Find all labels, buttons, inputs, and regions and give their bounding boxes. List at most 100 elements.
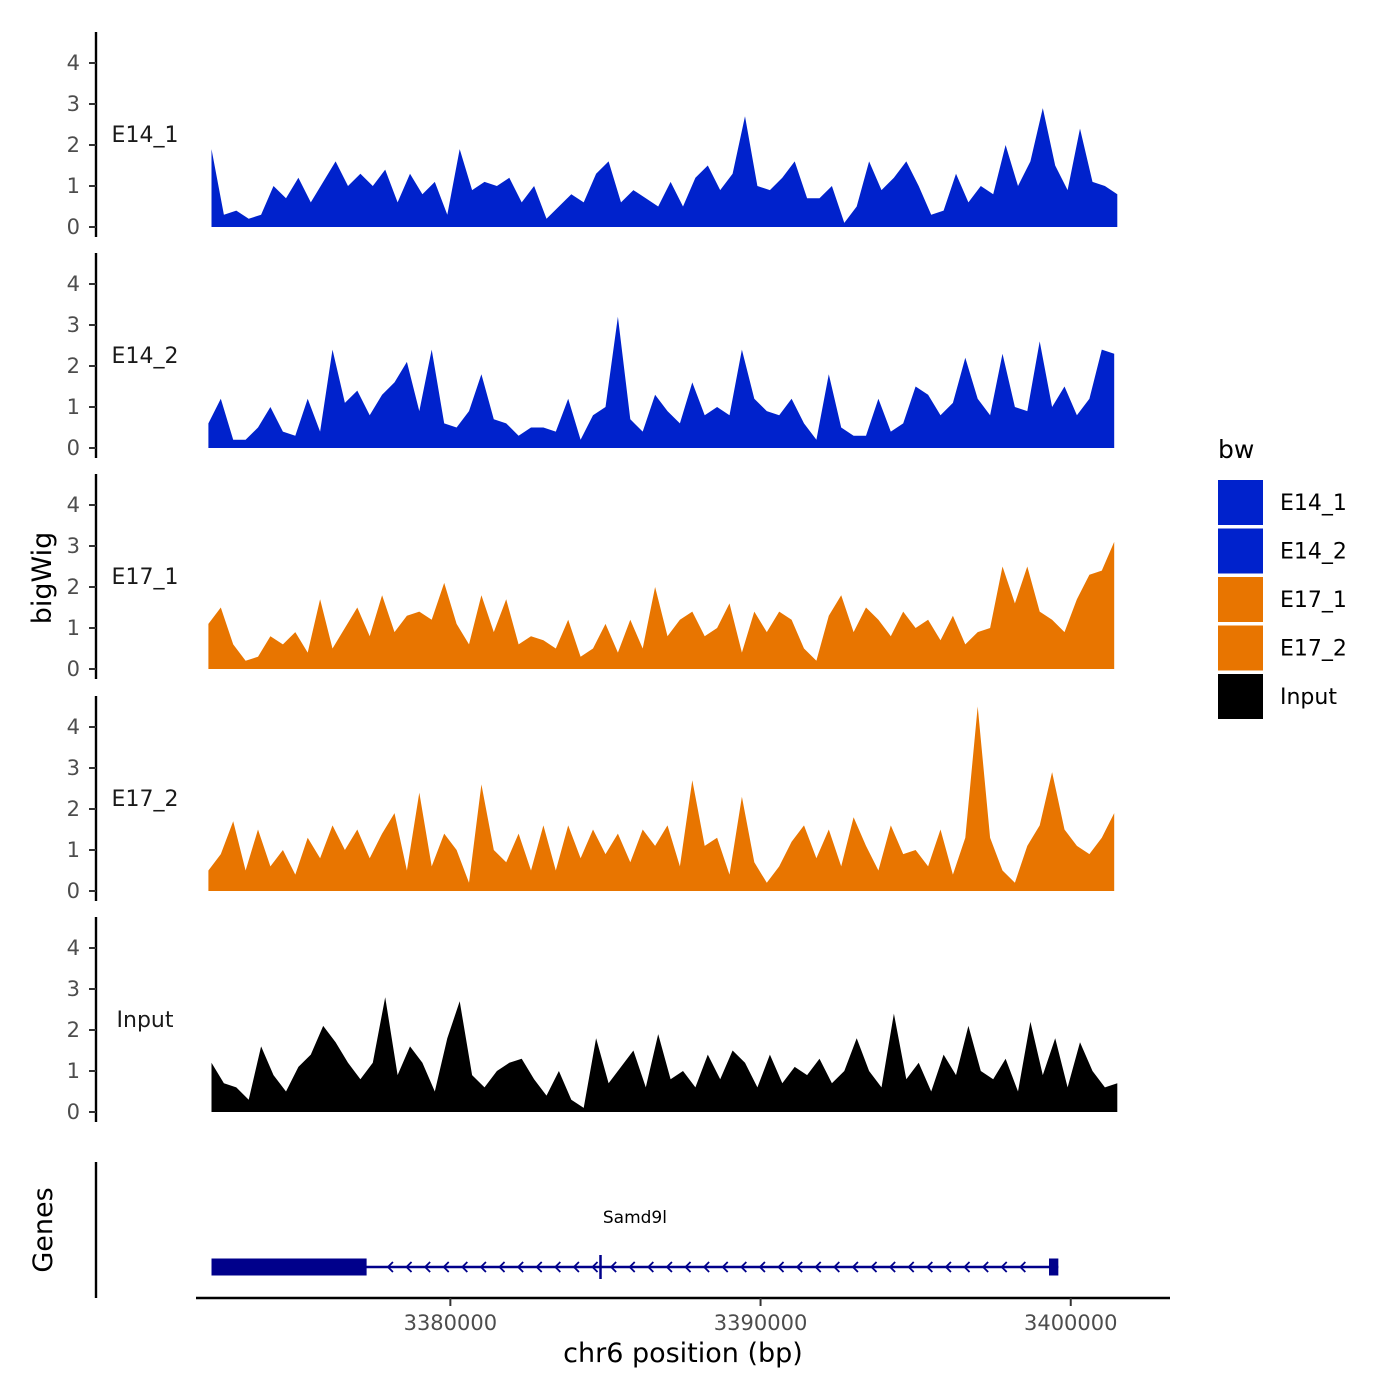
gene-exon bbox=[211, 1258, 367, 1276]
strand-arrow bbox=[702, 1261, 710, 1273]
coverage-area-E17_1 bbox=[208, 541, 1115, 669]
strand-arrow bbox=[479, 1261, 487, 1273]
legend-swatch bbox=[1218, 577, 1263, 622]
strand-arrow bbox=[926, 1261, 933, 1273]
legend-label: E14_2 bbox=[1280, 540, 1347, 565]
coverage-area-E17_2 bbox=[208, 706, 1115, 891]
y-tick-label: 4 bbox=[67, 493, 80, 517]
strand-arrow bbox=[609, 1261, 617, 1273]
y-tick-label: 0 bbox=[67, 879, 80, 903]
y-tick-label: 1 bbox=[67, 395, 80, 419]
strand-arrow bbox=[665, 1261, 673, 1273]
gene-models: Samd9l bbox=[211, 1208, 1059, 1279]
strand-arrow bbox=[981, 1261, 989, 1273]
strand-arrow bbox=[554, 1261, 561, 1273]
y-tick-label: 2 bbox=[67, 354, 80, 378]
x-axis-ticks: 3380000 3390000 3400000 bbox=[404, 1298, 1118, 1335]
strand-arrow bbox=[498, 1261, 506, 1273]
strand-arrow bbox=[963, 1261, 971, 1273]
x-axis: 3380000 3390000 3400000 chr6 position (bp) bbox=[196, 1296, 1170, 1369]
strand-arrow bbox=[833, 1261, 840, 1273]
x-tick-label: 3380000 bbox=[404, 1311, 498, 1335]
strand-arrow bbox=[423, 1261, 431, 1273]
y-tick-label: 3 bbox=[67, 313, 80, 337]
legend-entries: E14_1 E14_2 E17_1 E17_2 Input bbox=[1218, 480, 1347, 719]
strand-arrow bbox=[461, 1261, 468, 1273]
y-tick-label: 4 bbox=[67, 51, 80, 75]
legend-swatch bbox=[1218, 625, 1263, 671]
legend-label: E17_2 bbox=[1280, 637, 1347, 662]
y-tick-label: 3 bbox=[67, 92, 80, 116]
strand-arrow bbox=[758, 1261, 766, 1273]
y-tick-label: 4 bbox=[67, 936, 80, 960]
track-label: E14_1 bbox=[112, 123, 179, 148]
strand-arrow bbox=[405, 1261, 413, 1273]
y-tick-label: 1 bbox=[67, 616, 80, 640]
strand-arrow bbox=[442, 1261, 450, 1273]
strand-arrow bbox=[795, 1261, 803, 1273]
track-E14_1: 0 1 2 3 4 E14_1 bbox=[67, 32, 1118, 239]
y-tick-label: 2 bbox=[67, 1018, 80, 1042]
strand-arrow bbox=[628, 1261, 636, 1273]
coverage-area-E14_2 bbox=[208, 316, 1115, 448]
strand-arrow bbox=[572, 1261, 580, 1273]
coverage-area-E14_1 bbox=[211, 108, 1118, 227]
gene-name-label: Samd9l bbox=[603, 1208, 667, 1228]
y-tick-label: 4 bbox=[67, 715, 80, 739]
gene-panel-title: Genes bbox=[28, 1187, 59, 1272]
y-tick-label: 1 bbox=[67, 838, 80, 862]
legend-swatch bbox=[1218, 528, 1263, 574]
strand-arrow bbox=[386, 1261, 394, 1273]
strand-arrow bbox=[907, 1261, 915, 1273]
gene-panel: Genes Samd9l bbox=[28, 1162, 1059, 1298]
strand-arrow bbox=[684, 1261, 692, 1273]
strand-arrow bbox=[1000, 1261, 1008, 1273]
x-tick-label: 3390000 bbox=[714, 1311, 808, 1335]
x-axis-title: chr6 position (bp) bbox=[563, 1338, 803, 1369]
strand-arrow bbox=[721, 1261, 729, 1273]
strand-arrow bbox=[516, 1261, 524, 1273]
legend-label: E17_1 bbox=[1280, 588, 1347, 613]
y-tick-label: 3 bbox=[67, 534, 80, 558]
legend-label: E14_1 bbox=[1280, 491, 1347, 516]
y-tick-label: 0 bbox=[67, 1100, 80, 1124]
track-Input: 0 1 2 3 4 Input bbox=[67, 917, 1118, 1124]
strand-arrow bbox=[740, 1261, 747, 1273]
y-tick-label: 1 bbox=[67, 1059, 80, 1083]
legend-title: bw bbox=[1218, 435, 1254, 464]
strand-arrow bbox=[647, 1261, 654, 1273]
strand-arrow bbox=[888, 1261, 896, 1273]
legend: bw E14_1 E14_2 E17_1 E17_2 Input bbox=[1218, 435, 1347, 719]
bigwig-tracks: 0 1 2 3 4 E14_1 0 1 2 3 4 E14_2 0 1 2 3 4 E17_1 0 1 2 3 4 E17_2… bbox=[67, 32, 1118, 1124]
strand-arrow bbox=[870, 1261, 878, 1273]
strand-arrow bbox=[1019, 1261, 1026, 1273]
track-label: E14_2 bbox=[112, 344, 179, 369]
track-label: E17_2 bbox=[112, 787, 179, 812]
y-tick-label: 0 bbox=[67, 215, 80, 239]
strand-arrow bbox=[851, 1261, 859, 1273]
y-tick-label: 2 bbox=[67, 797, 80, 821]
track-E17_2: 0 1 2 3 4 E17_2 bbox=[67, 696, 1115, 903]
track-E17_1: 0 1 2 3 4 E17_1 bbox=[67, 474, 1115, 681]
gene-exon bbox=[599, 1255, 602, 1279]
track-label: Input bbox=[117, 1008, 174, 1033]
legend-swatch bbox=[1218, 674, 1263, 719]
x-tick-label: 3400000 bbox=[1024, 1311, 1118, 1335]
gene-Samd9l: Samd9l bbox=[211, 1208, 1059, 1279]
strand-arrow bbox=[944, 1261, 952, 1273]
y-tick-label: 1 bbox=[67, 174, 80, 198]
legend-label: Input bbox=[1280, 685, 1337, 710]
track-E14_2: 0 1 2 3 4 E14_2 bbox=[67, 253, 1115, 460]
y-axis-title: bigWig bbox=[27, 532, 58, 625]
strand-arrow bbox=[591, 1261, 599, 1273]
y-tick-label: 0 bbox=[67, 657, 80, 681]
y-tick-label: 0 bbox=[67, 436, 80, 460]
y-tick-label: 3 bbox=[67, 977, 80, 1001]
strand-arrow bbox=[535, 1261, 543, 1273]
y-tick-label: 2 bbox=[67, 133, 80, 157]
y-tick-label: 2 bbox=[67, 575, 80, 599]
legend-swatch bbox=[1218, 480, 1263, 525]
coverage-area-Input bbox=[211, 997, 1118, 1112]
y-tick-label: 3 bbox=[67, 756, 80, 780]
